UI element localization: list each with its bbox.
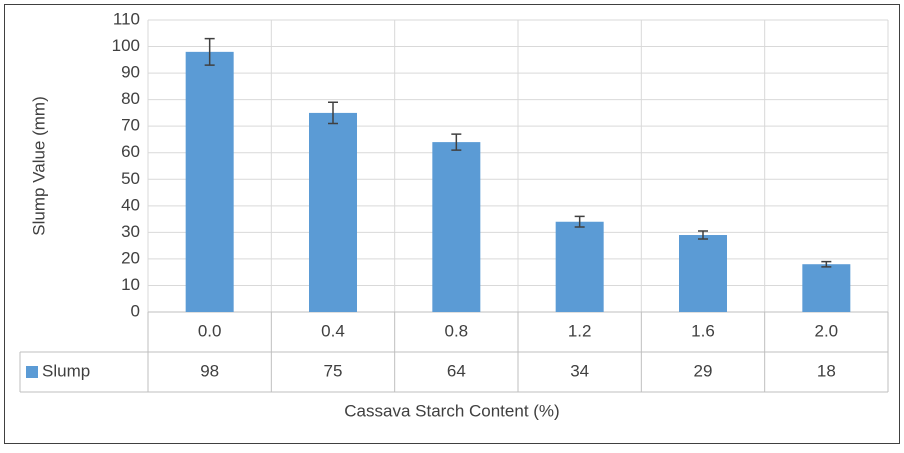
- y-tick-label: 60: [121, 142, 140, 161]
- x-tick-label: 2.0: [815, 321, 839, 340]
- error-bar: [574, 215, 585, 228]
- x-tick-label: 0.0: [198, 321, 222, 340]
- bar: [555, 221, 604, 312]
- y-tick-label: 0: [131, 301, 140, 320]
- error-bar: [451, 133, 462, 151]
- y-tick-label: 30: [121, 222, 140, 241]
- y-tick-label: 10: [121, 275, 140, 294]
- y-tick-label: 70: [121, 116, 140, 135]
- table-value: 75: [324, 361, 343, 380]
- y-tick-label: 50: [121, 169, 140, 188]
- x-tick-label: 0.8: [445, 321, 469, 340]
- y-tick-label: 20: [121, 248, 140, 267]
- bar: [185, 51, 234, 312]
- x-tick-label: 1.2: [568, 321, 592, 340]
- bar: [432, 142, 481, 312]
- y-tick-label: 40: [121, 195, 140, 214]
- table-value: 98: [200, 361, 219, 380]
- error-bar: [204, 37, 215, 66]
- y-tick-label: 100: [112, 36, 140, 55]
- x-tick-label: 0.4: [321, 321, 345, 340]
- error-bar: [821, 260, 832, 268]
- y-tick-label: 90: [121, 63, 140, 82]
- table-value: 29: [694, 361, 713, 380]
- y-axis-label: Slump Value (mm): [29, 96, 48, 236]
- y-tick-label: 110: [113, 9, 140, 28]
- legend-swatch: [26, 366, 38, 378]
- y-tick-label: 80: [121, 89, 140, 108]
- bar: [802, 264, 851, 312]
- error-bar: [328, 101, 338, 125]
- table-value: 64: [447, 361, 466, 380]
- table-value: 34: [570, 361, 589, 380]
- bar: [679, 235, 727, 312]
- x-axis-label: Cassava Starch Content (%): [344, 401, 559, 420]
- legend-label: Slump: [42, 361, 90, 380]
- x-tick-label: 1.6: [691, 321, 715, 340]
- bar: [309, 112, 357, 312]
- table-value: 18: [817, 361, 836, 380]
- error-bar: [698, 230, 708, 240]
